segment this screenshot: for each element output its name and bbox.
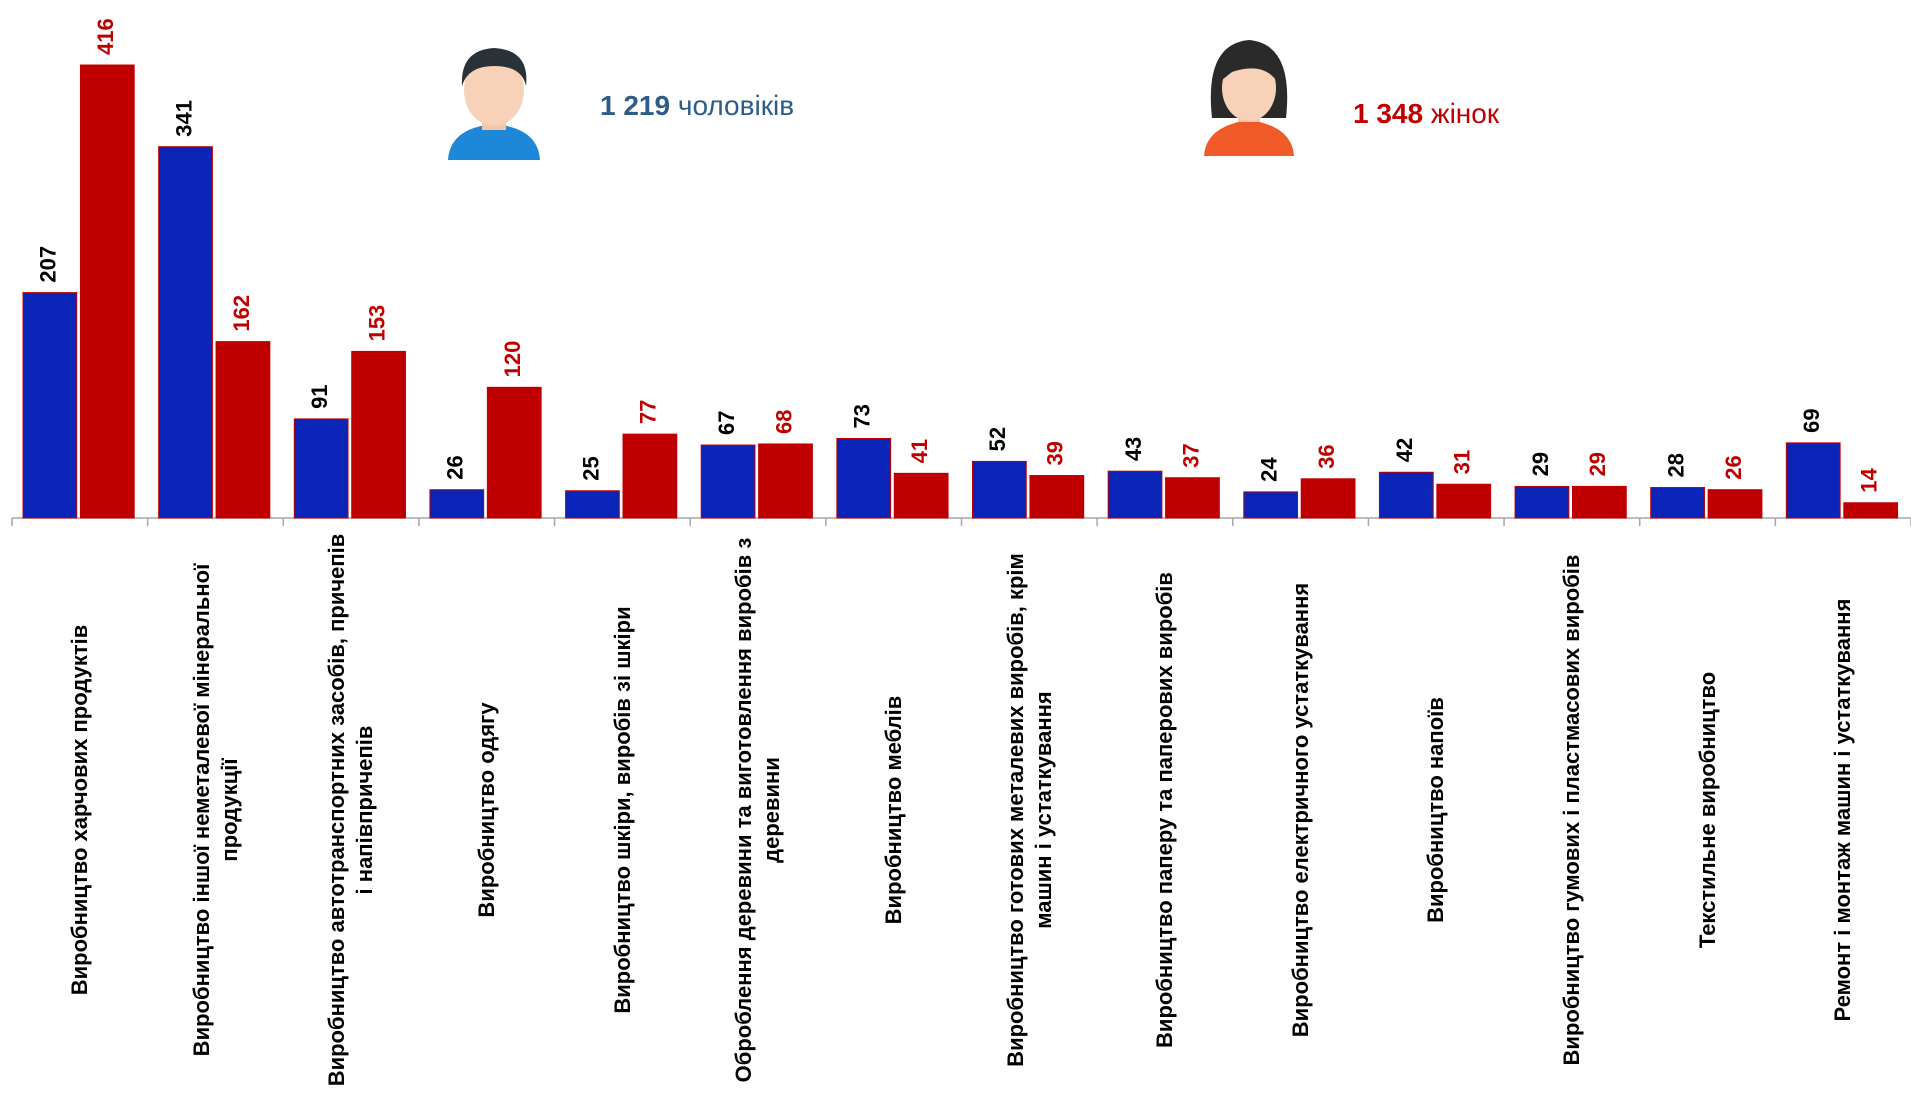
x-tick-label: Виробництво напоїв	[1423, 697, 1449, 923]
bar	[1650, 487, 1705, 519]
value-label: 43	[1121, 437, 1146, 461]
value-label: 207	[36, 246, 61, 283]
bar	[486, 386, 542, 519]
bar	[1785, 442, 1841, 519]
value-label: 37	[1178, 443, 1203, 467]
bar	[215, 341, 271, 519]
value-label: 68	[771, 409, 796, 433]
value-label: 91	[307, 384, 332, 408]
bar	[1572, 485, 1627, 519]
women-count: 1 348	[1353, 98, 1423, 129]
bar	[893, 472, 949, 519]
bar	[836, 438, 892, 519]
bar	[565, 490, 620, 519]
men-count: 1 219	[600, 90, 670, 121]
x-tick-label: Виробництво одягу	[473, 702, 499, 918]
bar	[1300, 478, 1356, 519]
man-icon	[448, 48, 540, 160]
value-label: 36	[1314, 444, 1339, 468]
bar	[1107, 470, 1163, 519]
men-annotation: 1 219 чоловіків	[600, 90, 794, 121]
woman-icon	[1204, 40, 1294, 156]
x-tick-label: Виробництво паперу та паперових виробів	[1151, 572, 1177, 1048]
value-label: 73	[850, 404, 875, 428]
x-tick-label: Виробництво шкіри, виробів зі шкіри	[609, 606, 635, 1014]
x-tick-label: Виробництво харчових продуктів	[66, 624, 92, 996]
men-label: чоловіків	[678, 90, 794, 121]
value-label: 26	[1721, 455, 1746, 479]
bar	[1029, 475, 1085, 519]
value-label: 28	[1663, 453, 1688, 477]
bar	[1843, 502, 1899, 519]
value-label: 153	[364, 305, 389, 342]
bar	[1707, 489, 1763, 519]
bar	[1165, 477, 1220, 519]
x-tick-label: Виробництво автотранспортних засобів, пр…	[324, 533, 378, 1087]
bar	[622, 433, 678, 519]
x-tick-label: Текстильне виробництво	[1694, 671, 1720, 949]
bar	[351, 350, 406, 519]
x-tick-label: Виробництво готових металевих виробів, к…	[1002, 553, 1056, 1067]
bar	[1378, 471, 1434, 519]
value-label: 69	[1799, 408, 1824, 432]
x-tick-label: Виробництво гумових і пластмасових вироб…	[1558, 554, 1584, 1066]
value-label: 416	[93, 18, 118, 55]
value-label: 29	[1528, 452, 1553, 476]
bar	[758, 443, 813, 519]
bar	[1243, 491, 1299, 519]
value-label: 31	[1450, 450, 1475, 474]
x-tick-label: Виробництво меблів	[880, 695, 906, 925]
bar	[429, 489, 485, 519]
value-label: 14	[1856, 468, 1881, 493]
women-annotation: 1 348 жінок	[1353, 98, 1500, 129]
value-label: 341	[171, 100, 196, 137]
bar	[700, 444, 756, 519]
value-label: 67	[714, 411, 739, 435]
value-label: 24	[1256, 457, 1281, 482]
bar	[22, 292, 78, 519]
bar	[79, 64, 135, 519]
bar	[971, 460, 1027, 519]
bar	[293, 418, 349, 519]
x-tick-label: Оброблення деревини та виготовлення виро…	[731, 537, 785, 1083]
value-label: 120	[500, 341, 525, 378]
value-label: 39	[1043, 441, 1068, 465]
x-tick-label: Виробництво іншої неметалевої мінерально…	[188, 563, 242, 1057]
value-label: 26	[443, 455, 468, 479]
x-tick-label: Виробництво електричного устаткування	[1287, 582, 1313, 1038]
women-label: жінок	[1431, 98, 1500, 129]
value-label: 52	[985, 427, 1010, 451]
value-label: 41	[907, 439, 932, 463]
bar	[158, 146, 213, 519]
value-label: 77	[636, 400, 661, 424]
x-tick-label: Ремонт і монтаж машин і устаткування	[1830, 598, 1856, 1022]
value-label: 42	[1392, 438, 1417, 462]
bar	[1514, 485, 1570, 519]
value-label: 162	[229, 295, 254, 332]
value-label: 25	[578, 456, 603, 480]
bar	[1436, 483, 1492, 519]
value-label: 29	[1585, 452, 1610, 476]
